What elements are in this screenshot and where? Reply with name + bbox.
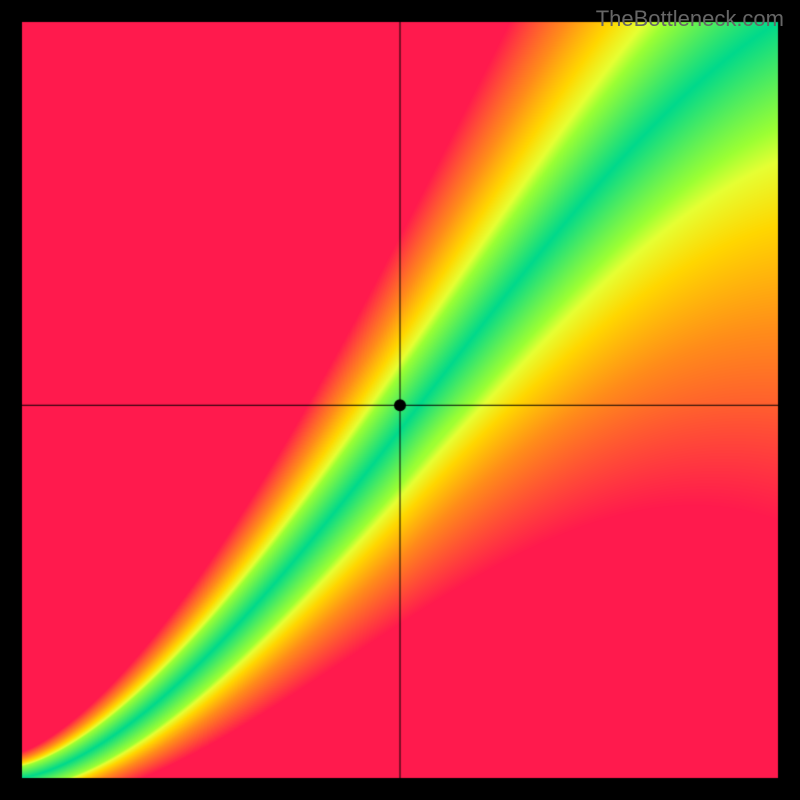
bottleneck-heatmap-canvas bbox=[0, 0, 800, 800]
chart-container: TheBottleneck.com bbox=[0, 0, 800, 800]
watermark-text: TheBottleneck.com bbox=[596, 6, 784, 32]
